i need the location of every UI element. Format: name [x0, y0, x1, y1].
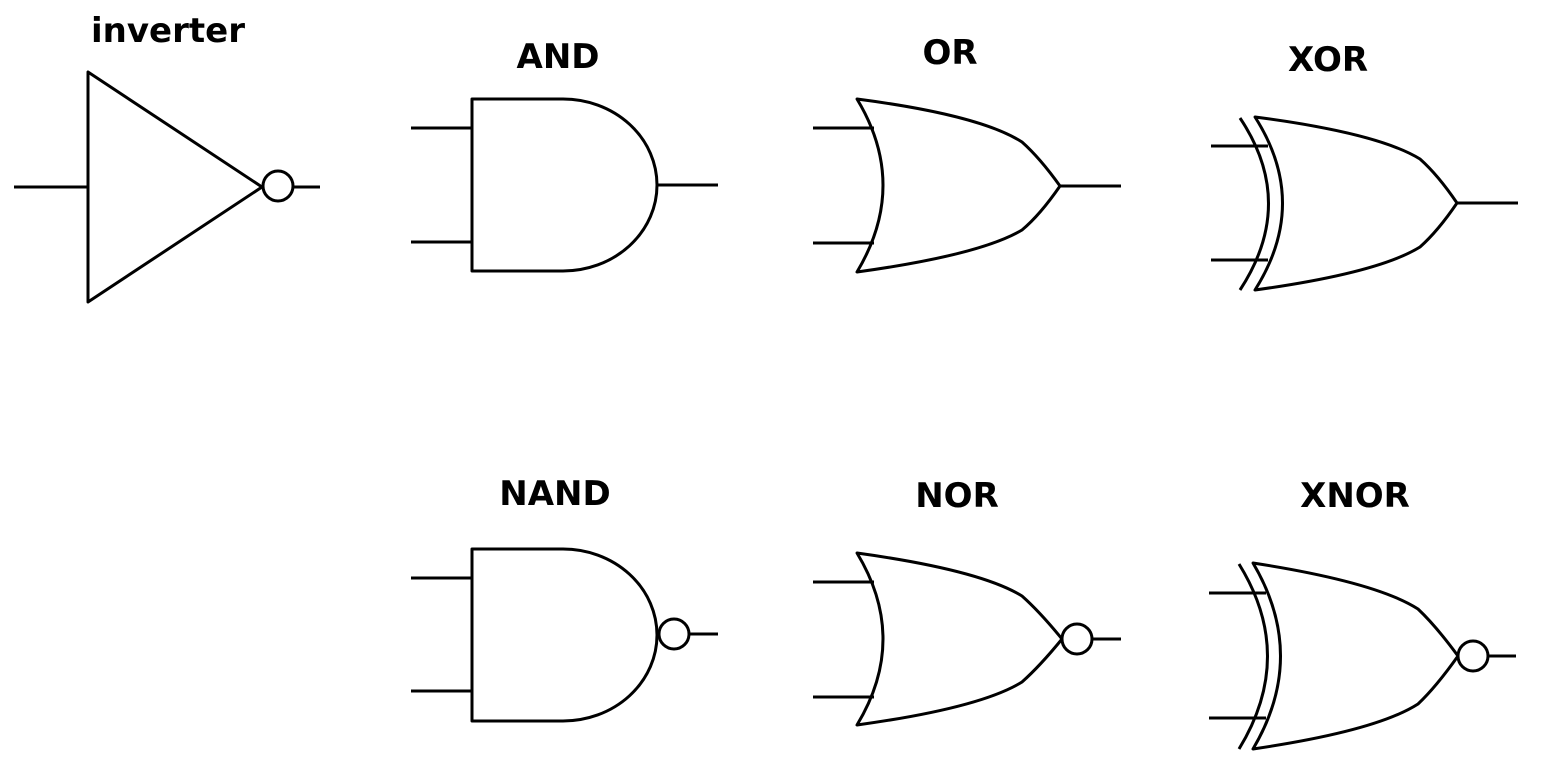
- xnor-gate: XNOR: [1209, 476, 1516, 751]
- nor-body: [855, 551, 1064, 727]
- nand-label: NAND: [499, 474, 610, 514]
- and-body: [470, 97, 659, 273]
- or-label: OR: [922, 33, 977, 73]
- xnor-input-arc: [1237, 563, 1269, 750]
- nand-gate: NAND: [411, 474, 718, 723]
- xnor-output-bubble: [1456, 639, 1490, 673]
- inverter-triangle: [86, 70, 264, 304]
- xor-input-arc: [1238, 117, 1270, 291]
- and-gate: AND: [411, 37, 718, 273]
- and-label: AND: [517, 37, 600, 77]
- xor-body: [1253, 115, 1459, 292]
- xor-label: XOR: [1288, 40, 1368, 80]
- inverter-output-bubble: [261, 169, 295, 203]
- inverter-gate: inverter: [14, 11, 320, 304]
- nand-body: [470, 547, 659, 723]
- nor-gate: NOR: [813, 476, 1121, 727]
- or-body: [855, 97, 1062, 274]
- xnor-label: XNOR: [1300, 476, 1410, 516]
- xnor-body: [1251, 561, 1460, 751]
- xor-gate: XOR: [1211, 40, 1518, 292]
- nor-label: NOR: [915, 476, 999, 516]
- inverter-label: inverter: [91, 11, 245, 51]
- nand-output-bubble: [657, 617, 691, 651]
- or-gate: OR: [813, 33, 1121, 274]
- nor-output-bubble: [1060, 622, 1094, 656]
